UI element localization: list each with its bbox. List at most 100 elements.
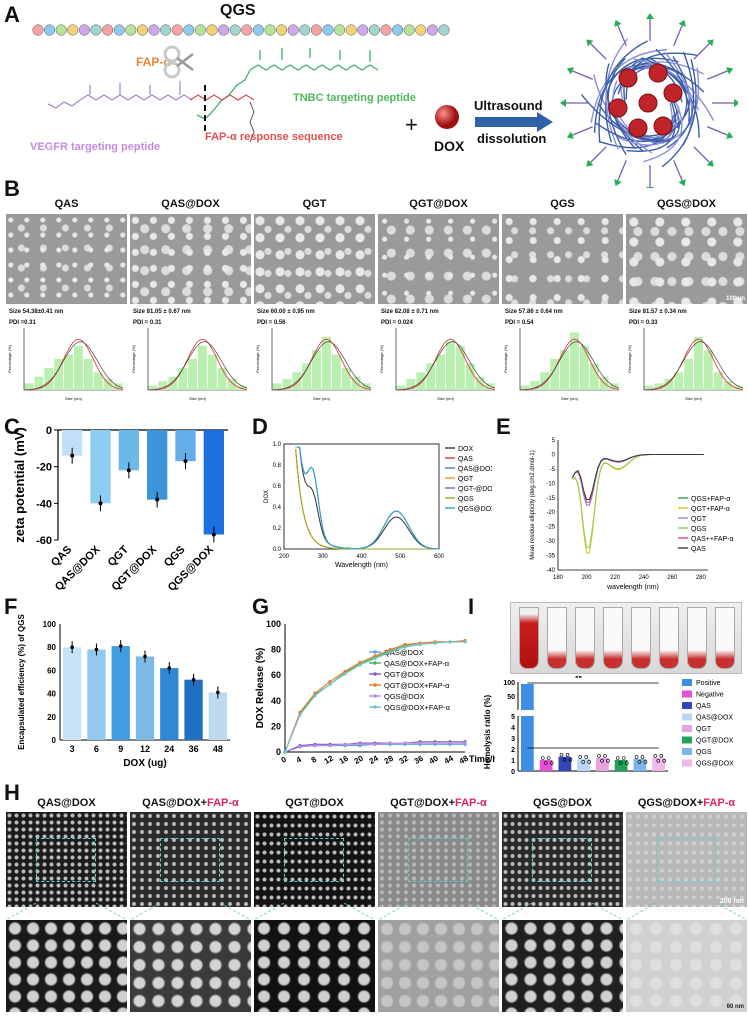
h-title: QGT@DOX bbox=[254, 797, 375, 809]
i-point bbox=[621, 756, 626, 760]
i-point bbox=[603, 754, 607, 758]
c-ylabel: zeta potential (mV) bbox=[12, 427, 27, 543]
hist-xlabel: Size (nm) bbox=[65, 396, 83, 401]
d-xtick-label: 400 bbox=[356, 554, 367, 560]
c-point bbox=[98, 501, 103, 506]
e-xtick-label: 220 bbox=[610, 575, 621, 581]
polymer-strand bbox=[605, 38, 629, 150]
hist-bar bbox=[24, 383, 34, 390]
tem-title: QGS@DOX bbox=[656, 198, 716, 210]
size-histogram: Size (nm) Percentage (%) bbox=[7, 328, 124, 401]
bead bbox=[218, 24, 230, 36]
e-legend-label: QAS++FAP-α bbox=[691, 536, 734, 543]
size-histogram: Size (nm) Percentage (%) bbox=[379, 328, 496, 401]
ligand-arrowhead bbox=[566, 131, 574, 139]
fit-curve-black bbox=[643, 341, 744, 391]
ligand-arrowhead bbox=[614, 179, 622, 187]
i-point bbox=[549, 761, 554, 765]
f-bar bbox=[63, 647, 82, 740]
i-legend-swatch bbox=[682, 725, 692, 732]
i-point bbox=[615, 756, 620, 760]
arrow-bottom-label: dissolution bbox=[477, 131, 547, 146]
i-legend-label: QGT@DOX bbox=[696, 738, 734, 745]
ligand-arrowhead bbox=[726, 67, 734, 75]
tem-image: 100nm bbox=[626, 214, 747, 304]
ligand-stem bbox=[693, 43, 710, 60]
i-point bbox=[662, 759, 667, 763]
tem-image bbox=[254, 214, 375, 304]
f-point bbox=[94, 647, 99, 652]
ligand-arrowhead bbox=[646, 13, 654, 19]
tem-image bbox=[378, 214, 499, 304]
f-point bbox=[143, 654, 147, 659]
i-bar-top bbox=[521, 684, 534, 710]
f-ytick-label: 80 bbox=[47, 643, 56, 652]
g-ytick-label: 20 bbox=[271, 721, 281, 731]
c-ytick-label: -20 bbox=[36, 462, 52, 474]
polymer-strand bbox=[641, 57, 690, 122]
d-ytick-label: 0.6 bbox=[273, 484, 282, 490]
e-ytick-label: 0 bbox=[552, 452, 556, 458]
dox-sphere bbox=[608, 98, 628, 118]
fit-curve-black bbox=[23, 341, 124, 391]
test-tube bbox=[547, 607, 567, 669]
bead bbox=[322, 24, 334, 36]
c-ytick-label: -40 bbox=[36, 498, 52, 510]
tnbc-label: TNBC targeting peptide bbox=[293, 92, 416, 104]
g-xtick-label: 12 bbox=[323, 753, 336, 766]
e-ytick-label: -20 bbox=[546, 510, 555, 516]
i-point bbox=[656, 759, 661, 763]
tem-image-top bbox=[254, 812, 375, 907]
g-ytick-label: 60 bbox=[271, 670, 281, 680]
i-ytick-label: 5 bbox=[511, 714, 515, 721]
tem-image-zoom bbox=[254, 920, 375, 1012]
panel-c-label: C bbox=[4, 414, 20, 439]
e-legend-label: QGT bbox=[691, 516, 707, 523]
zoom-box bbox=[532, 838, 592, 882]
g-legend-label: QGT@DOX+FAP-α bbox=[384, 681, 450, 690]
test-tube bbox=[575, 607, 595, 669]
f-category-label: 36 bbox=[189, 744, 199, 754]
h-title-fap: FAP-α bbox=[703, 797, 736, 809]
i-point bbox=[637, 760, 642, 764]
h-title-fap: FAP-α bbox=[455, 797, 487, 809]
fit-curve-red bbox=[147, 338, 248, 391]
g-xtick-label: 4 bbox=[295, 755, 304, 765]
c-point bbox=[126, 468, 131, 473]
bead bbox=[160, 24, 172, 36]
test-tube bbox=[659, 607, 679, 669]
h-title-main: QGT@DOX+ bbox=[390, 797, 455, 809]
bead bbox=[125, 24, 137, 36]
hist-bar bbox=[644, 385, 654, 390]
bead bbox=[334, 24, 346, 36]
tem-particles-zoom bbox=[130, 920, 251, 1012]
dox-sphere bbox=[663, 83, 683, 103]
d-ytick-label: 0.2 bbox=[273, 526, 282, 532]
hist-bar bbox=[361, 383, 371, 390]
f-category-label: 3 bbox=[70, 744, 75, 754]
dox-sphere bbox=[628, 118, 648, 138]
ligand-stem bbox=[572, 126, 593, 136]
hist-bar bbox=[664, 378, 674, 390]
bead bbox=[136, 24, 148, 36]
bead bbox=[67, 24, 79, 36]
e-xtick-label: 280 bbox=[696, 575, 707, 581]
f-category-label: 48 bbox=[213, 744, 223, 754]
polymer-strand bbox=[607, 57, 627, 156]
panel-e-label: E bbox=[496, 414, 511, 439]
hist-bar bbox=[465, 363, 475, 390]
size-text: Size 57.86 ± 0.64 nm bbox=[505, 309, 563, 315]
hist-bar bbox=[426, 363, 436, 390]
zoom-connector bbox=[591, 903, 624, 921]
hist-bar bbox=[322, 336, 331, 390]
h-title: QGS@DOX+FAP-α bbox=[626, 797, 747, 809]
i-legend-swatch bbox=[682, 702, 692, 709]
g-legend-label: QAS@DOX bbox=[384, 648, 424, 657]
i-point bbox=[543, 761, 548, 765]
e-legend-label: QGS bbox=[691, 526, 707, 533]
bead bbox=[206, 24, 218, 36]
d-legend-label: QGS@DOX bbox=[458, 506, 492, 513]
tem-image-top bbox=[130, 812, 251, 907]
ligand-arrowhead bbox=[726, 131, 734, 139]
zoom-connector bbox=[343, 903, 376, 921]
